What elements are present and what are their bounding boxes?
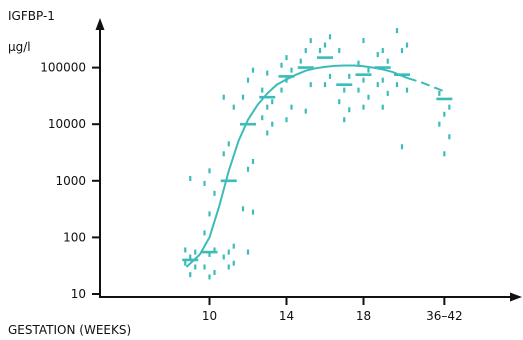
x-ticks: 10 14 18 36–42 [202,297,463,323]
y-tick-label: 100000 [40,61,86,75]
y-axis-unit: µg/l [8,40,31,54]
median-markers [182,56,453,262]
x-tick-label: 14 [279,309,294,323]
y-tick-label: 10 [71,287,86,301]
y-ticks: 10 100 1000 10000 100000 [40,61,100,301]
y-tick-label: 1000 [55,174,86,188]
axes [95,18,522,302]
y-axis-arrow [95,18,105,30]
data-points [184,28,451,280]
fitted-curve-dashed [407,77,445,93]
x-tick-label: 36–42 [426,309,463,323]
x-axis-arrow [510,292,522,302]
y-tick-label: 100 [63,230,86,244]
y-tick-label: 10000 [48,117,86,131]
x-tick-label: 10 [202,309,217,323]
fitted-curve-solid [185,64,409,268]
x-axis-label: GESTATION (WEEKS) [8,323,131,337]
x-tick-label: 18 [356,309,371,323]
y-axis-label: IGFBP-1 [8,9,55,23]
fitted-curve [185,64,445,268]
